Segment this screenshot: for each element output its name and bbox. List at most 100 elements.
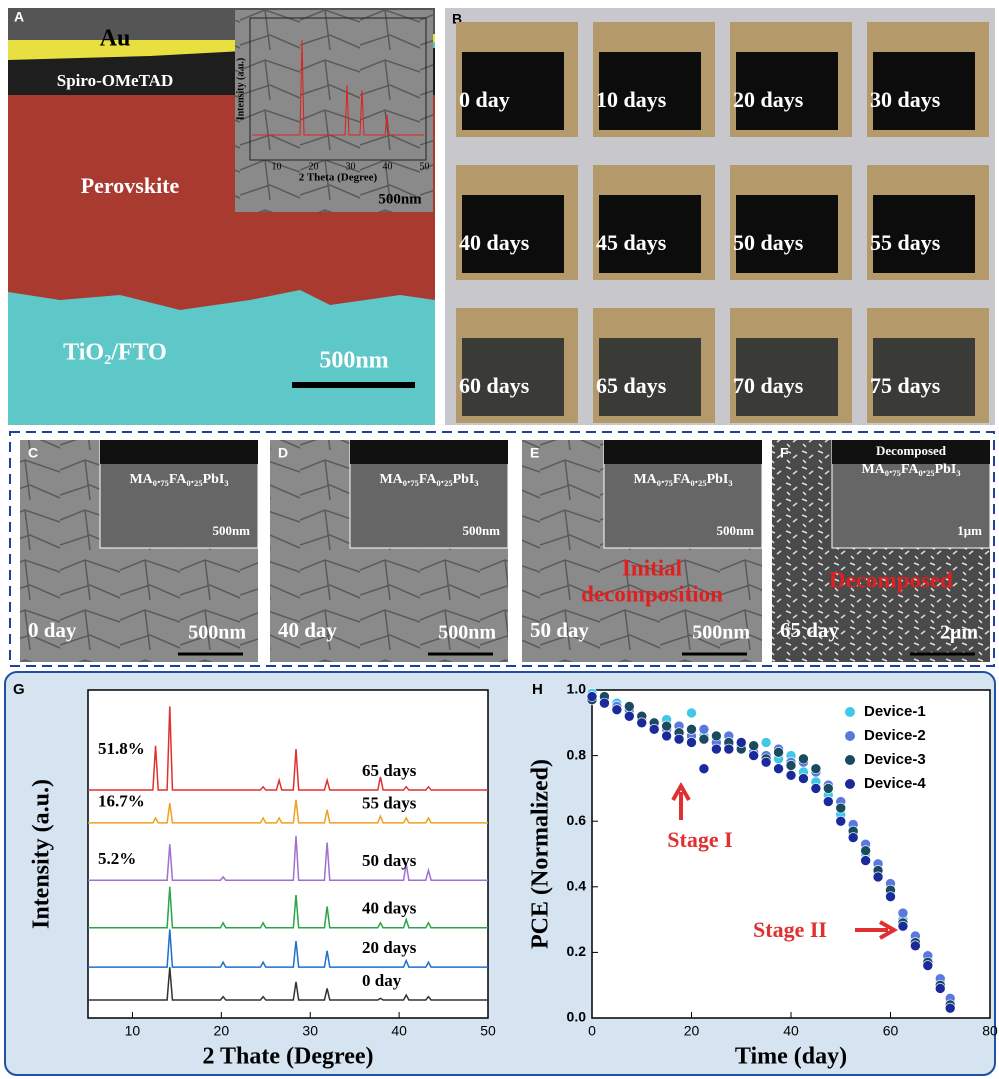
photo-label: 0 day — [459, 87, 510, 112]
data-point — [735, 737, 747, 748]
x-tick-label: 20 — [214, 1023, 230, 1039]
data-point — [723, 743, 735, 755]
scale-label: 500nm — [438, 622, 496, 644]
data-point — [711, 730, 722, 742]
x-tick-label: 60 — [883, 1023, 899, 1039]
photo-label: 30 days — [870, 87, 941, 112]
data-point — [944, 1002, 956, 1014]
day-label: 40 day — [278, 618, 337, 642]
legend-marker — [845, 731, 855, 741]
y-axis-label: PCE (Normalized) — [528, 759, 554, 949]
inset-spectrum — [252, 39, 424, 136]
data-point — [897, 907, 909, 919]
photo-label: 60 days — [459, 373, 530, 398]
data-point — [847, 832, 859, 843]
data-point — [773, 747, 784, 758]
x-axis-label: Time (day) — [735, 1044, 847, 1070]
data-point — [748, 750, 759, 761]
sem-inset-top — [832, 440, 990, 464]
xrd-line — [88, 706, 488, 791]
x-tick-label: 30 — [302, 1023, 318, 1039]
annotation: 16.7% — [98, 792, 145, 811]
x-tick-label: 50 — [480, 1023, 496, 1039]
device-active — [873, 338, 975, 416]
data-point — [897, 920, 909, 932]
panel-label: B — [452, 11, 462, 27]
data-point — [823, 796, 834, 807]
data-point — [661, 720, 672, 732]
inset-tick: 40 — [383, 161, 393, 172]
legend-label: Device-1 — [864, 703, 926, 720]
y-tick-label: 0.2 — [567, 943, 587, 959]
arrow — [855, 920, 899, 940]
inset-tick: 30 — [346, 161, 356, 172]
data-point — [673, 733, 685, 745]
device-active — [462, 52, 564, 130]
device-active — [462, 338, 564, 416]
y-tick-label: 0.8 — [567, 746, 587, 762]
photo-label: 65 days — [596, 373, 667, 398]
note: Decomposed — [829, 567, 953, 592]
xrd-line — [88, 886, 488, 929]
data-point — [599, 697, 610, 709]
data-point — [823, 783, 834, 794]
legend-label: Device-3 — [864, 751, 926, 768]
data-point — [698, 724, 710, 735]
annotation: Stage II — [753, 917, 827, 942]
data-point — [934, 983, 946, 994]
data-point — [586, 691, 598, 702]
layer-label: Spiro-OMeTAD — [57, 71, 173, 90]
y-tick-label: 0.4 — [567, 878, 587, 894]
inset-frame — [249, 17, 427, 161]
y-axis-label: Intensity (a.u.) — [29, 779, 55, 929]
data-point — [698, 733, 710, 745]
sem-inset-top — [350, 440, 508, 464]
data-point — [624, 701, 635, 712]
inset-label: MA₀.₇₅FA₀.₂₅PbI₃ — [633, 472, 732, 487]
data-point — [760, 737, 772, 748]
day-label: 50 day — [530, 618, 589, 642]
data-point — [835, 815, 847, 827]
note: decomposition — [581, 581, 723, 606]
scale-label: 500nm — [692, 622, 750, 644]
note: Initial — [622, 555, 682, 580]
inset-title: Decomposed — [876, 443, 947, 458]
panel-label: D — [278, 445, 288, 461]
x-tick-label: 40 — [391, 1023, 407, 1039]
xrd-line — [88, 929, 488, 968]
photo-label: 75 days — [870, 373, 941, 398]
y-tick-label: 0.0 — [567, 1009, 587, 1025]
inset-label: MA₀.₇₅FA₀.₂₅PbI₃ — [379, 472, 478, 487]
device-active — [736, 195, 838, 273]
photo-label: 10 days — [596, 87, 667, 112]
x-tick-label: 0 — [588, 1023, 596, 1039]
layer-label: Au — [100, 26, 131, 52]
y-tick-label: 0.6 — [567, 812, 587, 828]
device-active — [599, 338, 701, 416]
day-label: 65 day — [780, 618, 839, 642]
data-point — [760, 756, 772, 768]
panel-label: H — [532, 681, 543, 698]
inset-scale: 500nm — [212, 523, 250, 538]
device-active — [873, 52, 975, 130]
inset-y-label: Intensity (a.u.) — [235, 58, 246, 121]
series-label: 55 days — [362, 794, 417, 813]
data-point — [810, 763, 822, 775]
panel-label: C — [28, 445, 38, 461]
data-point — [686, 737, 697, 748]
x-tick-label: 40 — [783, 1023, 799, 1039]
plot-area — [87, 689, 489, 1019]
device-active — [462, 195, 564, 273]
inset-scale: 1μm — [957, 523, 982, 538]
inset-scale: 500nm — [716, 523, 754, 538]
data-point — [785, 760, 797, 771]
inset-tick: 20 — [309, 161, 319, 172]
x-axis-label: 2 Thate (Degree) — [202, 1044, 373, 1070]
data-point — [698, 763, 710, 775]
photo-label: 70 days — [733, 373, 804, 398]
legend-label: Device-4 — [864, 775, 926, 792]
xrd-line — [88, 967, 488, 1001]
inset-scale: 500nm — [378, 191, 422, 207]
data-point — [711, 743, 722, 755]
